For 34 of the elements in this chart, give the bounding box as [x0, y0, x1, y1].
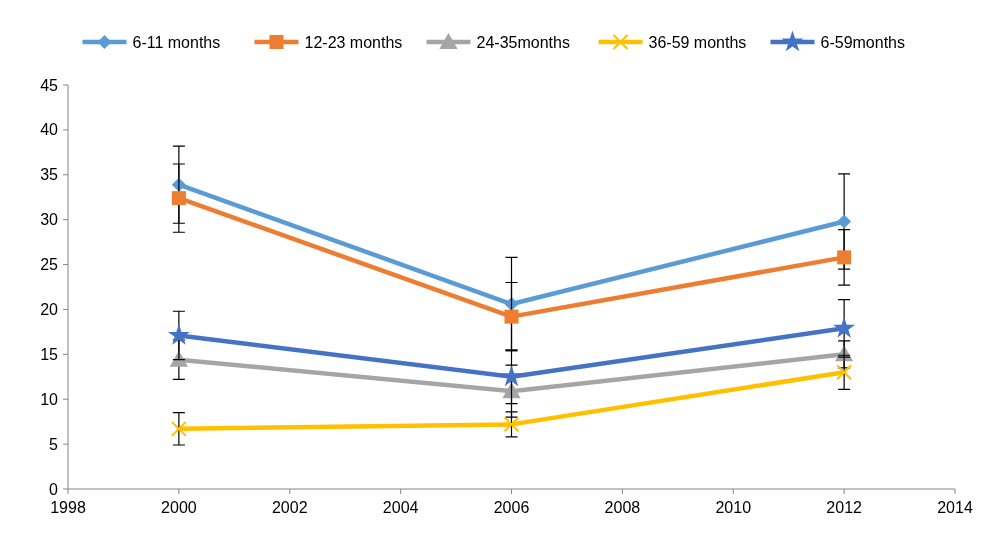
legend-label: 12-23 months: [304, 33, 403, 51]
x-tick-label: 1998: [50, 499, 86, 516]
x-tick-label: 2014: [937, 499, 973, 516]
point: [504, 309, 519, 324]
y-tick-label: 35: [40, 166, 59, 184]
x-tick-label: 2002: [271, 499, 308, 516]
y-tick-label: 10: [40, 390, 59, 408]
legend-label: 6-11 months: [132, 33, 221, 51]
y-tick-label: 20: [40, 301, 59, 319]
point: [171, 191, 186, 206]
y-tick-label: 25: [40, 256, 59, 274]
point: [170, 420, 187, 437]
legend-label: 24-35months: [476, 33, 570, 51]
x-tick-label: 2004: [382, 499, 419, 516]
point: [836, 364, 853, 381]
point: [837, 214, 852, 229]
y-tick-label: 40: [40, 121, 59, 139]
legend-label: 6-59months: [820, 33, 905, 51]
point: [500, 365, 523, 387]
point: [833, 316, 856, 338]
y-tick-label: 5: [49, 435, 59, 453]
x-tick-label: 2012: [826, 499, 863, 516]
legend-label: 36-59 months: [648, 33, 747, 51]
point: [837, 250, 852, 265]
point: [167, 323, 190, 345]
x-tick-label: 2000: [161, 499, 197, 516]
y-tick-label: 45: [40, 76, 59, 94]
point: [503, 416, 520, 433]
x-tick-label: 2006: [493, 499, 530, 516]
x-tick-label: 2010: [715, 499, 752, 516]
y-tick-label: 30: [40, 211, 59, 229]
y-tick-label: 0: [49, 480, 59, 498]
y-tick-label: 15: [40, 345, 59, 363]
x-tick-label: 2008: [604, 499, 641, 516]
